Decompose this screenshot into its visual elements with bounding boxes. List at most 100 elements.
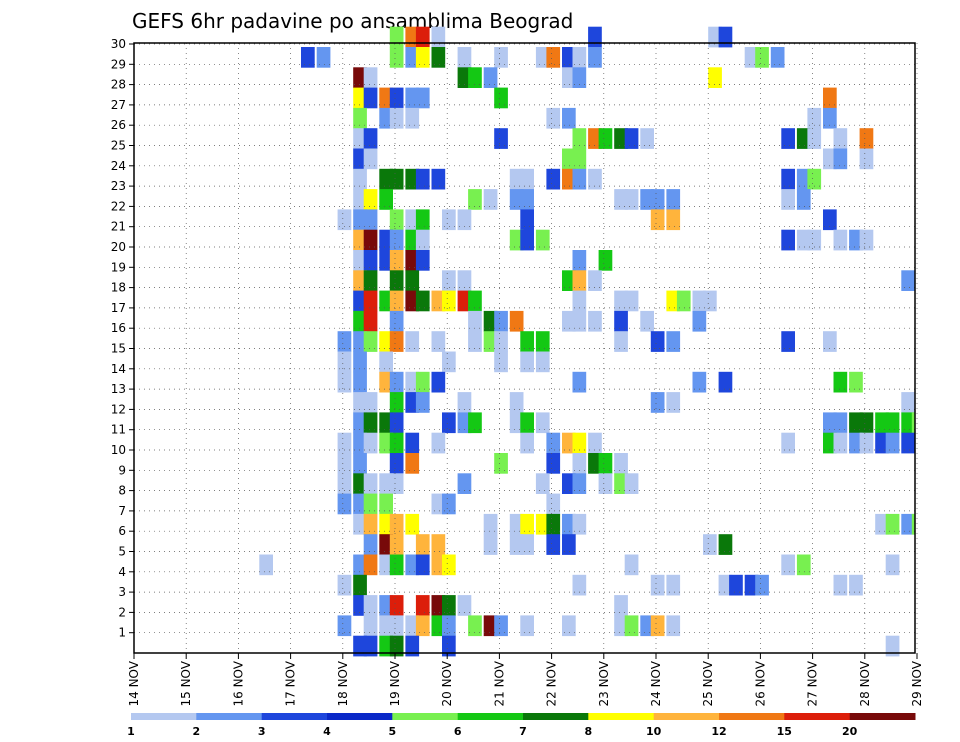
heatmap-cell <box>415 229 430 251</box>
heatmap-cell <box>431 26 446 48</box>
heatmap-cell <box>509 168 524 190</box>
colorbar: 1 2 3 4 5 6 7 8 10 12 15 20 <box>127 713 916 738</box>
heatmap-cell <box>823 107 837 129</box>
heatmap-cell <box>337 453 352 474</box>
heatmap-cell <box>468 67 482 88</box>
heatmap-cell <box>572 453 587 474</box>
heatmap-cell <box>650 615 665 637</box>
heatmap-cell <box>807 107 822 129</box>
heatmap-cell <box>640 128 654 149</box>
heatmap-cell <box>353 595 367 616</box>
heatmap-cell <box>885 412 900 434</box>
heatmap-cell <box>353 290 367 312</box>
heatmap-cell <box>781 432 795 454</box>
heatmap-cell <box>520 534 534 555</box>
heatmap-cell <box>337 331 352 352</box>
heatmap-cell <box>442 209 456 231</box>
heatmap-cell <box>875 513 889 535</box>
heatmap-cell <box>353 493 367 515</box>
heatmap-cell <box>363 250 378 271</box>
y-tick-label: 27 <box>111 98 126 112</box>
y-tick-label: 16 <box>111 321 126 335</box>
colorbar-segment <box>588 713 655 720</box>
heatmap-cell <box>520 513 534 535</box>
colorbar-level-label: 8 <box>584 725 592 738</box>
colorbar-level-label: 2 <box>192 725 200 738</box>
heatmap-cell <box>718 534 733 555</box>
heatmap-cell <box>807 229 822 251</box>
heatmap-cell <box>379 554 393 576</box>
heatmap-cell <box>640 615 654 637</box>
heatmap-cell <box>353 331 367 352</box>
heatmap-cell <box>363 209 378 231</box>
heatmap-cell <box>363 87 378 109</box>
x-tick-label: 23 NOV <box>597 660 611 706</box>
heatmap-cell <box>389 513 404 535</box>
heatmap-cell <box>572 371 587 393</box>
heatmap-cell <box>431 595 446 616</box>
heatmap-cell <box>353 107 367 129</box>
heatmap-cell <box>379 371 393 393</box>
heatmap-cell <box>859 128 874 149</box>
heatmap-cell <box>535 513 550 535</box>
heatmap-cell <box>833 432 848 454</box>
heatmap-cell <box>708 67 722 88</box>
heatmap-cell <box>640 310 654 332</box>
heatmap-cell <box>901 392 915 413</box>
x-tick-label: 14 NOV <box>127 660 141 706</box>
heatmap-cell <box>389 310 404 332</box>
heatmap-cell <box>546 493 561 515</box>
y-tick-label: 2 <box>118 605 126 619</box>
colorbar-level-label: 10 <box>646 725 662 738</box>
heatmap-cell <box>405 635 420 657</box>
heatmap-cell <box>588 453 602 474</box>
heatmap-cell <box>337 574 352 596</box>
heatmap-cell <box>901 270 915 291</box>
heatmap-cell <box>379 534 393 555</box>
heatmap-cell <box>431 290 446 312</box>
heatmap-cell <box>520 189 534 210</box>
heatmap-cell <box>442 412 456 434</box>
colorbar-segment <box>849 713 916 720</box>
heatmap-cell <box>353 310 367 332</box>
heatmap-cell <box>666 290 681 312</box>
heatmap-cell <box>546 534 561 555</box>
heatmap-cell <box>796 128 811 149</box>
heatmap-cell <box>614 595 628 616</box>
heatmap-cell <box>442 595 456 616</box>
heatmap-cell <box>415 250 430 271</box>
heatmap-cell <box>405 331 420 352</box>
heatmap-cell <box>494 351 508 373</box>
heatmap-cell <box>885 554 900 576</box>
heatmap-cell <box>849 412 863 434</box>
heatmap-cell <box>483 615 498 637</box>
x-tick-label: 29 NOV <box>910 660 924 706</box>
heatmap-cell <box>415 26 430 48</box>
heatmap-cell <box>796 229 811 251</box>
heatmap-cell <box>614 453 628 474</box>
heatmap-cell <box>588 128 602 149</box>
heatmap-cell <box>363 493 378 515</box>
heatmap-cell <box>389 250 404 271</box>
heatmap-cell <box>337 432 352 454</box>
heatmap-cell <box>363 67 378 88</box>
heatmap-cell <box>431 534 446 555</box>
heatmap-cell <box>598 473 613 494</box>
heatmap-cell <box>546 47 561 68</box>
colorbar-segment <box>392 713 459 720</box>
heatmap-cell <box>807 128 822 149</box>
heatmap-cell <box>650 574 665 596</box>
heatmap-cell <box>849 371 863 393</box>
heatmap-cell <box>389 473 404 494</box>
heatmap-cell <box>572 310 587 332</box>
heatmap-cell <box>729 574 743 596</box>
heatmap-cell <box>468 615 482 637</box>
heatmap-cell <box>405 87 420 109</box>
heatmap-cell <box>483 189 498 210</box>
heatmap-cell <box>431 493 446 515</box>
heatmap-cell <box>572 47 587 68</box>
heatmap-cell <box>363 412 378 434</box>
heatmap-cell <box>457 67 472 88</box>
heatmap-cell <box>363 635 378 657</box>
heatmap-cell <box>415 554 430 576</box>
